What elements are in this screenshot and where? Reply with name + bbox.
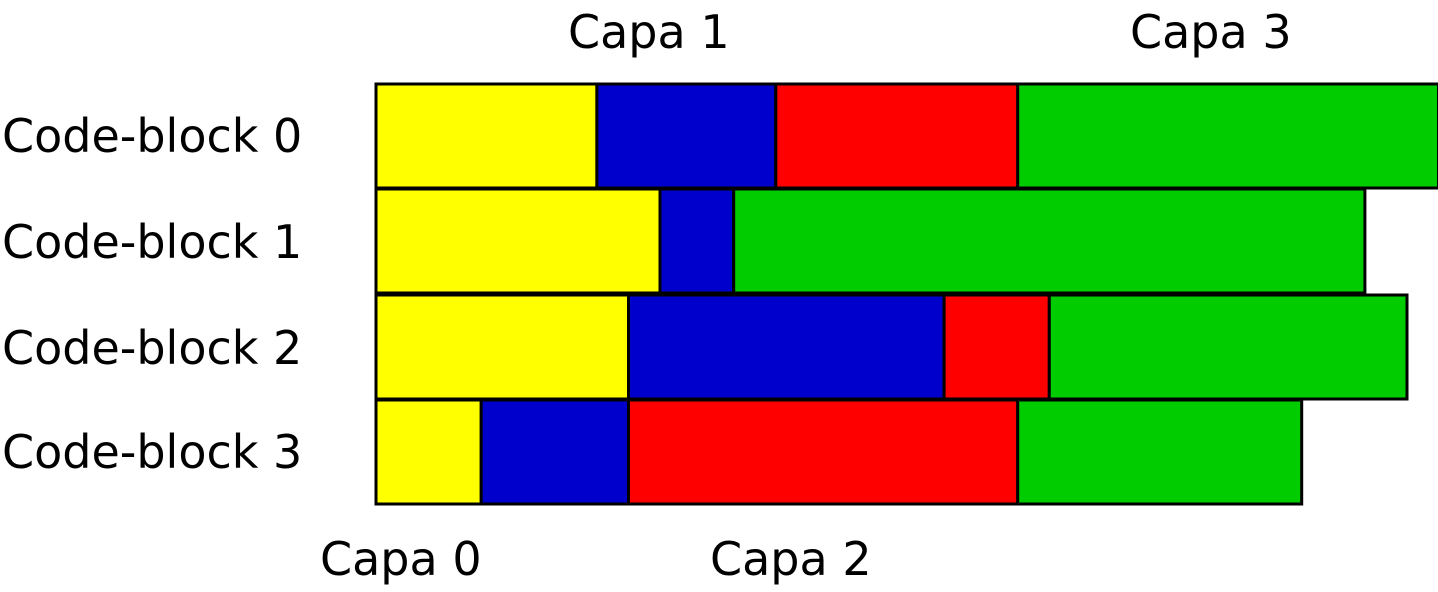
row-label-code-block-2: Code-block 2 (2, 321, 302, 375)
layer-label-capa-3: Capa 3 (1130, 5, 1292, 59)
bars-group (374, 82, 1438, 506)
segment-code-block-0-capa-2 (774, 82, 1020, 190)
segment-code-block-1-capa-3 (732, 187, 1367, 295)
row-label-code-block-1: Code-block 1 (2, 215, 302, 269)
layer-labels-group: Capa 1 Capa 3 Capa 0 Capa 2 (320, 5, 1292, 586)
segment-code-block-2-capa-0 (374, 293, 630, 401)
layer-label-capa-2: Capa 2 (710, 532, 872, 586)
layer-label-capa-1: Capa 1 (568, 5, 730, 59)
segment-code-block-3-capa-3 (1016, 398, 1304, 506)
segment-code-block-3-capa-0 (374, 398, 483, 506)
segment-code-block-0-capa-1 (595, 82, 778, 190)
segment-code-block-3-capa-2 (627, 398, 1020, 506)
segment-code-block-2-capa-1 (627, 293, 946, 401)
segment-code-block-2-capa-2 (942, 293, 1051, 401)
segment-code-block-0-capa-0 (374, 82, 599, 190)
row-label-code-block-3: Code-block 3 (2, 425, 302, 479)
row-labels-group: Code-block 0 Code-block 1 Code-block 2 C… (2, 109, 302, 479)
segment-code-block-1-capa-0 (374, 187, 662, 295)
segment-code-block-3-capa-1 (479, 398, 631, 506)
segment-code-block-0-capa-3 (1016, 82, 1438, 190)
layer-label-capa-0: Capa 0 (320, 532, 482, 586)
segment-code-block-2-capa-3 (1047, 293, 1409, 401)
segment-code-block-1-capa-1 (658, 187, 736, 295)
row-label-code-block-0: Code-block 0 (2, 109, 302, 163)
